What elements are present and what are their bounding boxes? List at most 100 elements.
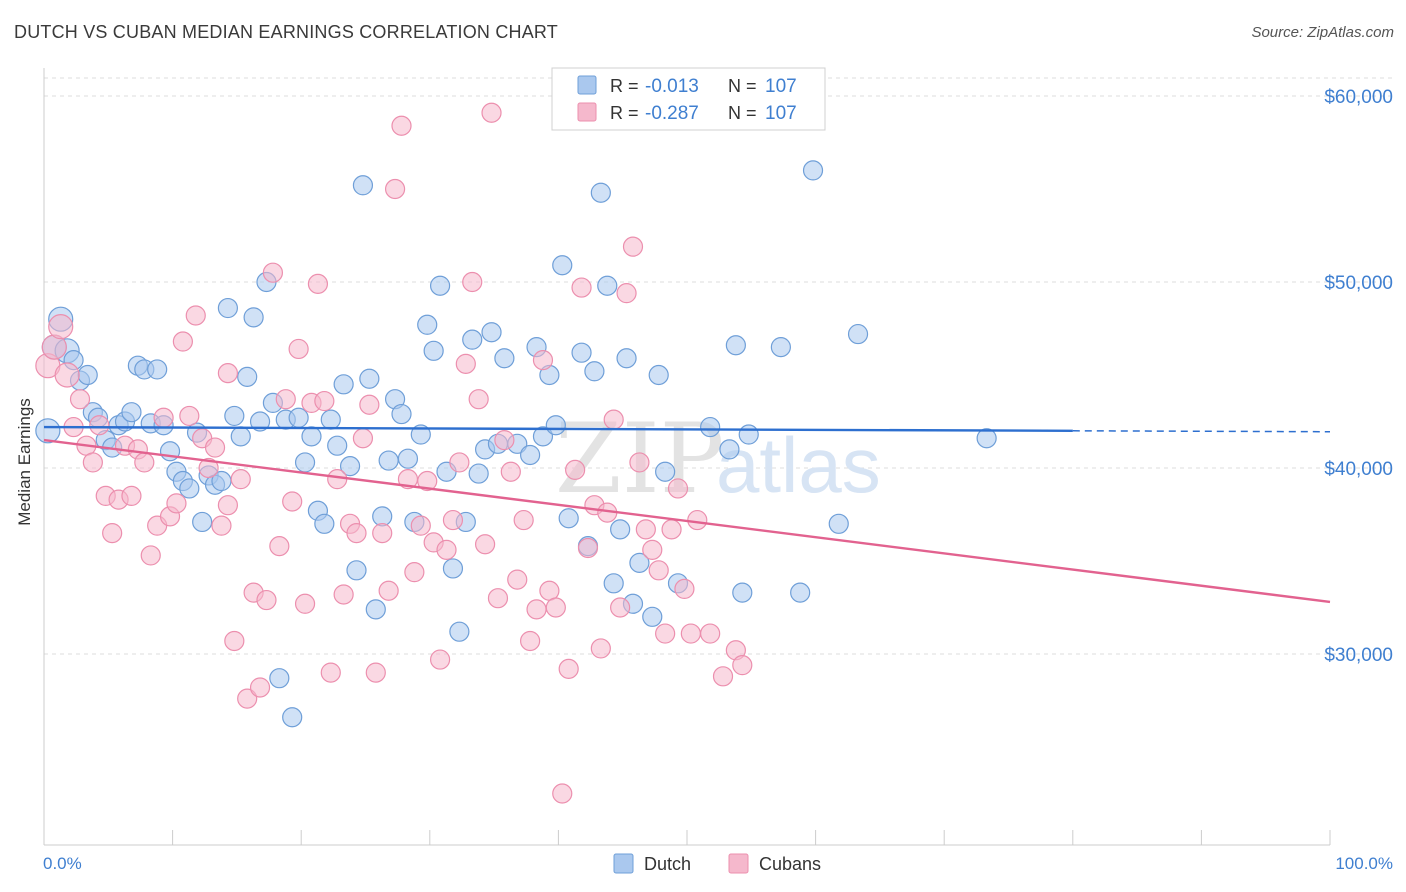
cubans-point-43 bbox=[314, 390, 335, 412]
cubans-point-95 bbox=[648, 560, 669, 581]
dutch-point-89 bbox=[629, 552, 650, 573]
bottom-legend-dutch: Dutch bbox=[644, 854, 691, 874]
gridlines bbox=[44, 77, 1395, 655]
cubans-point-65 bbox=[455, 353, 476, 374]
cubans-point-66 bbox=[462, 271, 483, 293]
dutch-point-60 bbox=[423, 340, 444, 361]
cubans-point-16 bbox=[140, 545, 161, 566]
dutch-point-78 bbox=[552, 255, 573, 276]
correlation-legend: R = -0.013 N = 107 R = -0.287 N = 107 bbox=[551, 67, 826, 131]
dutch-point-31 bbox=[237, 366, 258, 387]
cubans-point-59 bbox=[417, 470, 438, 492]
dutch-point-85 bbox=[603, 573, 624, 594]
cubans-point-74 bbox=[513, 509, 534, 531]
x-tick-right: 100.0% bbox=[1335, 854, 1393, 873]
cubans-point-23 bbox=[185, 305, 206, 326]
cubans-point-103 bbox=[712, 666, 734, 687]
cubans-point-46 bbox=[333, 584, 354, 605]
dutch-point-64 bbox=[449, 621, 470, 642]
cubans-point-101 bbox=[687, 509, 708, 531]
cubans-point-51 bbox=[365, 662, 386, 683]
cubans-point-92 bbox=[629, 452, 650, 473]
dutch-point-41 bbox=[301, 426, 322, 447]
dutch-point-32 bbox=[243, 307, 264, 328]
cubans-point-42 bbox=[307, 273, 329, 294]
cubans-point-57 bbox=[404, 562, 425, 583]
dutch-point-101 bbox=[790, 582, 811, 603]
trend-lines bbox=[43, 425, 1331, 604]
dutch-point-99 bbox=[738, 424, 759, 445]
cubans-point-63 bbox=[442, 509, 464, 531]
source-note: Source: ZipAtlas.com bbox=[1251, 24, 1394, 41]
dutch-point-97 bbox=[725, 335, 746, 356]
legend-r-value-1: -0.013 bbox=[645, 76, 699, 97]
cubans-point-58 bbox=[410, 515, 431, 536]
cubans-point-35 bbox=[262, 262, 284, 283]
x-tick-left: 0.0% bbox=[43, 854, 82, 873]
dutch-point-24 bbox=[192, 511, 213, 533]
cubans-point-105 bbox=[732, 655, 753, 676]
cubans-point-2 bbox=[48, 314, 74, 340]
bottom-legend-swatch-dutch bbox=[613, 853, 634, 874]
dutch-point-105 bbox=[976, 428, 997, 449]
cubans-point-15 bbox=[134, 452, 155, 473]
dutch-point-71 bbox=[494, 348, 515, 369]
cubans-point-69 bbox=[481, 102, 502, 123]
cubans-point-25 bbox=[198, 457, 219, 479]
dutch-point-46 bbox=[333, 374, 354, 395]
dutch-point-17 bbox=[147, 359, 168, 380]
cubans-point-50 bbox=[359, 394, 380, 415]
cubans-point-90 bbox=[616, 283, 637, 304]
dutch-point-36 bbox=[269, 668, 290, 689]
dutch-point-87 bbox=[616, 348, 637, 369]
cubans-point-91 bbox=[622, 236, 644, 257]
dutch-point-0 bbox=[35, 418, 61, 444]
dutch-point-75 bbox=[532, 426, 554, 447]
dutch-point-102 bbox=[802, 160, 824, 181]
dutch-point-51 bbox=[365, 599, 386, 620]
cubans-point-33 bbox=[249, 677, 271, 698]
cubans-point-68 bbox=[474, 534, 496, 555]
chart-title: DUTCH VS CUBAN MEDIAN EARNINGS CORRELATI… bbox=[14, 22, 558, 42]
cubans-point-3 bbox=[54, 362, 80, 388]
dutch-point-90 bbox=[642, 606, 663, 627]
dutch-point-56 bbox=[397, 448, 419, 469]
dutch-trend-line bbox=[43, 425, 1073, 432]
cubans-point-27 bbox=[211, 515, 232, 536]
y-tick-label-3: $60,000 bbox=[1324, 87, 1393, 108]
cubans-point-98 bbox=[667, 478, 689, 499]
dutch-trend-extension bbox=[1072, 430, 1331, 433]
cubans-point-81 bbox=[558, 658, 579, 679]
dutch-point-58 bbox=[410, 424, 431, 445]
cubans-point-36 bbox=[269, 536, 290, 557]
cubans-point-38 bbox=[282, 491, 303, 512]
legend-r-label-1: R = bbox=[610, 76, 639, 96]
dutch-points bbox=[35, 89, 997, 728]
cubans-point-75 bbox=[520, 630, 541, 652]
cubans-point-28 bbox=[217, 363, 238, 384]
dutch-point-103 bbox=[828, 513, 849, 534]
dutch-point-96 bbox=[719, 439, 740, 460]
cubans-point-44 bbox=[320, 662, 341, 683]
y-axis-label: Median Earnings bbox=[15, 398, 34, 526]
dutch-point-95 bbox=[700, 416, 721, 438]
bottom-legend-cubans: Cubans bbox=[759, 854, 821, 874]
cubans-point-70 bbox=[487, 588, 509, 609]
cubans-point-77 bbox=[532, 350, 554, 371]
legend-swatch-cubans bbox=[577, 102, 597, 122]
cubans-point-71 bbox=[494, 430, 515, 451]
cubans-point-73 bbox=[507, 569, 528, 590]
dutch-point-43 bbox=[314, 513, 335, 534]
cubans-point-54 bbox=[384, 178, 406, 200]
cubans-point-5 bbox=[69, 389, 91, 410]
dutch-point-69 bbox=[481, 322, 502, 343]
dutch-point-30 bbox=[230, 426, 251, 447]
dutch-point-45 bbox=[327, 435, 348, 456]
cubans-point-20 bbox=[166, 493, 187, 514]
cubans-point-53 bbox=[378, 580, 399, 601]
dutch-point-61 bbox=[429, 275, 451, 296]
bottom-legend-swatch-cubans bbox=[728, 853, 749, 874]
cubans-point-80 bbox=[552, 783, 573, 804]
dutch-point-59 bbox=[417, 314, 438, 335]
